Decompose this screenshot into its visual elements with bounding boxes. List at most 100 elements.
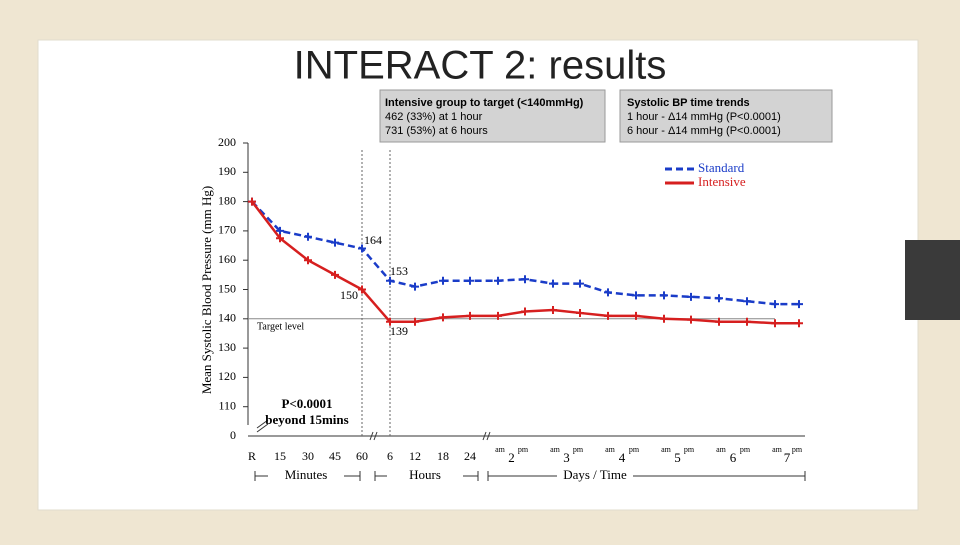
- point: [795, 300, 803, 309]
- point: [771, 300, 779, 309]
- x-tick-label: pm: [573, 445, 584, 454]
- axis-break: [486, 431, 491, 441]
- box-text: 462 (33%) at 1 hour: [385, 111, 483, 123]
- x-tick-label: 6: [387, 449, 393, 463]
- legend-label: Intensive: [698, 174, 746, 189]
- point: [331, 238, 339, 247]
- point: [331, 270, 339, 279]
- box: [619, 89, 833, 143]
- point: [632, 311, 640, 320]
- x-tick-label: 45: [329, 449, 341, 463]
- y-tick-label: 180: [218, 193, 236, 207]
- point: [358, 244, 366, 253]
- point: [604, 288, 612, 297]
- point: [386, 317, 394, 326]
- x-tick-label: am: [605, 445, 616, 454]
- day-label: 2: [508, 450, 515, 465]
- point: [771, 319, 779, 328]
- x-tick-label: 30: [302, 449, 314, 463]
- legend-label: Standard: [698, 160, 745, 175]
- axis-break: [256, 423, 269, 433]
- x-tick-label: pm: [684, 445, 695, 454]
- p-value: P<0.0001: [281, 396, 332, 411]
- point: [604, 311, 612, 320]
- annotation: 139: [390, 324, 408, 338]
- point: [549, 306, 557, 315]
- group-label: Days / Time: [563, 467, 627, 482]
- y-tick-label: 200: [218, 135, 236, 149]
- point: [411, 317, 419, 326]
- p-value: beyond 15mins: [265, 412, 348, 427]
- day-label: 3: [563, 450, 570, 465]
- box-text: Systolic BP time trends: [627, 97, 750, 109]
- annotation: 164: [364, 233, 382, 247]
- point: [687, 315, 695, 324]
- group-label-bg: [268, 468, 344, 484]
- x-tick-label: pm: [629, 445, 640, 454]
- point: [576, 308, 584, 317]
- point: [521, 307, 529, 316]
- point: [304, 256, 312, 265]
- y-tick-label: 140: [218, 311, 236, 325]
- point: [494, 311, 502, 320]
- y-tick-label: 150: [218, 281, 236, 295]
- decor: [905, 240, 960, 320]
- point: [494, 276, 502, 285]
- point: [576, 279, 584, 288]
- x-tick-label: 24: [464, 449, 476, 463]
- target-label: Target level: [257, 321, 304, 332]
- y-tick-label: 120: [218, 369, 236, 383]
- axis-break: [482, 431, 487, 441]
- box-text: 731 (53%) at 6 hours: [385, 125, 488, 137]
- x-tick-label: R: [248, 449, 256, 463]
- point: [549, 279, 557, 288]
- point: [466, 276, 474, 285]
- x-tick-label: am: [550, 445, 561, 454]
- y-tick-label: 130: [218, 340, 236, 354]
- point: [386, 276, 394, 285]
- point: [660, 291, 668, 300]
- point: [795, 319, 803, 328]
- point: [358, 285, 366, 294]
- group-label-bg: [387, 468, 463, 484]
- box: [379, 89, 606, 143]
- point: [466, 311, 474, 320]
- day-label: 5: [674, 450, 681, 465]
- annotation: 150: [340, 288, 358, 302]
- point: [276, 234, 284, 243]
- x-tick-label: am: [772, 445, 783, 454]
- point: [687, 292, 695, 301]
- point: [304, 232, 312, 241]
- x-tick-label: 15: [274, 449, 286, 463]
- group-label-bg: [557, 468, 633, 484]
- axis-break: [373, 431, 378, 441]
- day-label: 7: [784, 450, 791, 465]
- axis-break: [256, 419, 269, 429]
- x-tick-label: pm: [740, 445, 751, 454]
- y-tick-label: 160: [218, 252, 236, 266]
- point: [248, 197, 256, 206]
- y-tick-label: 110: [218, 398, 236, 412]
- point: [743, 297, 751, 306]
- point: [715, 317, 723, 326]
- point: [632, 291, 640, 300]
- y-origin-label: 0: [230, 428, 236, 442]
- point: [715, 294, 723, 303]
- point: [411, 282, 419, 291]
- x-tick-label: pm: [792, 445, 803, 454]
- x-tick-label: 60: [356, 449, 368, 463]
- point: [743, 317, 751, 326]
- point: [521, 275, 529, 284]
- x-tick-label: pm: [518, 445, 529, 454]
- y-tick-label: 170: [218, 223, 236, 237]
- day-label: 4: [619, 450, 626, 465]
- day-label: 6: [730, 450, 737, 465]
- x-tick-label: am: [661, 445, 672, 454]
- x-tick-label: am: [495, 445, 506, 454]
- group-label: Minutes: [285, 467, 328, 482]
- y-axis-label: Mean Systolic Blood Pressure (mm Hg): [199, 186, 214, 394]
- point: [439, 313, 447, 322]
- point: [439, 276, 447, 285]
